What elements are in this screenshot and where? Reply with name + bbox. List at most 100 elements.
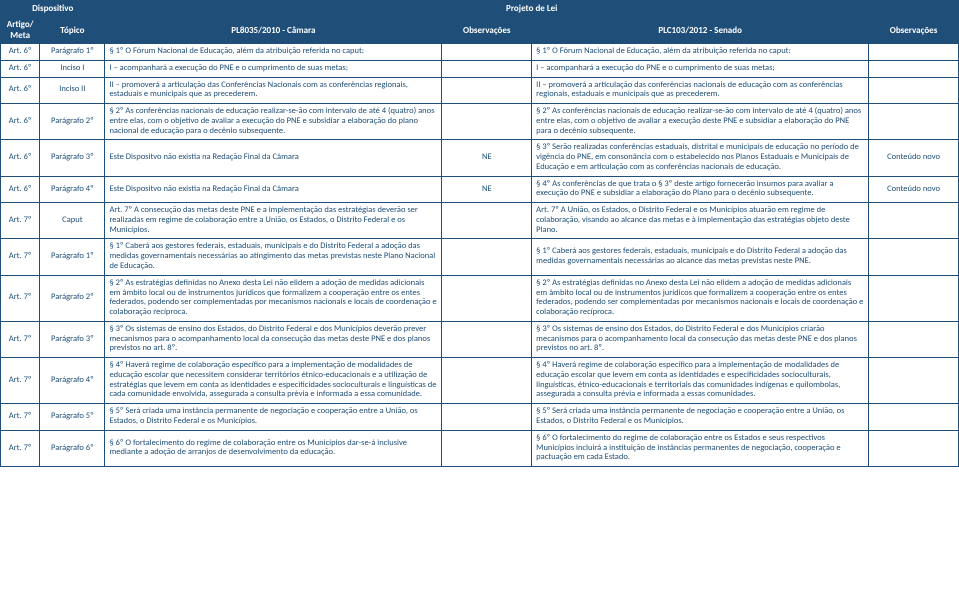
cell: Parágrafo 4º <box>40 358 105 404</box>
cell <box>869 77 959 104</box>
header-obs1: Observações <box>442 17 532 44</box>
header-obs2: Observações <box>869 17 959 44</box>
table-row: Art. 6ºParágrafo 2º§ 2º As conferências … <box>1 104 959 140</box>
table-row: Art. 6ºParágrafo 1º§ 1º O Fórum Nacional… <box>1 44 959 61</box>
cell <box>442 404 532 431</box>
cell: § 4º As conferências de que trata o § 3º… <box>532 176 869 203</box>
cell <box>442 44 532 61</box>
table-row: Art. 6ºParágrafo 3ºEste Dispositvo não e… <box>1 140 959 176</box>
cell <box>869 404 959 431</box>
cell: § 1º Caberá aos gestores federais, estad… <box>532 239 869 275</box>
cell: § 6º O fortalecimento do regime de colab… <box>532 430 869 466</box>
cell: I – acompanhará a execução do PNE e o cu… <box>532 60 869 77</box>
cell <box>442 203 532 239</box>
cell: II – promoverá a articulação das Conferê… <box>105 77 442 104</box>
table-row: Art. 7ºParágrafo 2º§ 2º As estratégias d… <box>1 275 959 321</box>
cell: Parágrafo 6º <box>40 430 105 466</box>
cell <box>442 430 532 466</box>
cell <box>869 275 959 321</box>
cell: Art. 6º <box>1 176 40 203</box>
cell: Art. 7º <box>1 203 40 239</box>
cell: Art. 7º <box>1 275 40 321</box>
cell: Art. 7º <box>1 321 40 357</box>
cell <box>869 321 959 357</box>
legislation-table: Dispositivo Projeto de Lei Artigo/ Meta … <box>0 0 959 467</box>
cell: § 4º Haverá regime de colaboração especí… <box>532 358 869 404</box>
cell: § 2º As estratégias definidas no Anexo d… <box>532 275 869 321</box>
cell: § 1º O Fórum Nacional de Educação, além … <box>105 44 442 61</box>
cell: Este Dispositvo não existia na Redação F… <box>105 176 442 203</box>
table-row: Art. 7ºCaputArt. 7º A consecução das met… <box>1 203 959 239</box>
cell: Conteúdo novo <box>869 140 959 176</box>
cell <box>869 430 959 466</box>
cell: § 2º As conferências nacionais de educaç… <box>532 104 869 140</box>
cell: § 1º O Fórum Nacional de Educação, além … <box>532 44 869 61</box>
cell: Parágrafo 3º <box>40 140 105 176</box>
cell <box>442 239 532 275</box>
cell: § 5º Será criada uma instância permanent… <box>532 404 869 431</box>
header-camara: PL8035/2010 - Câmara <box>105 17 442 44</box>
cell: Art. 7º <box>1 404 40 431</box>
cell: Parágrafo 2º <box>40 104 105 140</box>
header-dispositivo: Dispositivo <box>1 1 105 17</box>
table-row: Art. 7ºParágrafo 5º§ 5º Será criada uma … <box>1 404 959 431</box>
cell <box>442 358 532 404</box>
cell: Conteúdo novo <box>869 176 959 203</box>
cell <box>442 60 532 77</box>
cell: Art. 7º <box>1 430 40 466</box>
cell: NE <box>442 176 532 203</box>
cell: Art. 7º <box>1 358 40 404</box>
cell: Parágrafo 5º <box>40 404 105 431</box>
header-senado: PLC103/2012 - Senado <box>532 17 869 44</box>
cell: Parágrafo 3º <box>40 321 105 357</box>
cell <box>869 239 959 275</box>
cell: § 3º Serão realizadas conferências estad… <box>532 140 869 176</box>
cell: § 6º O fortalecimento do regime de colab… <box>105 430 442 466</box>
cell: NE <box>442 140 532 176</box>
cell: § 2º As conferências nacionais de educaç… <box>105 104 442 140</box>
cell: Art. 6º <box>1 104 40 140</box>
cell: Inciso II <box>40 77 105 104</box>
cell: Parágrafo 1º <box>40 44 105 61</box>
cell: Parágrafo 2º <box>40 275 105 321</box>
cell: Art. 6º <box>1 77 40 104</box>
cell: Art. 6º <box>1 44 40 61</box>
table-row: Art. 7ºParágrafo 1º§ 1º Caberá aos gesto… <box>1 239 959 275</box>
table-row: Art. 6ºInciso II – acompanhará a execuçã… <box>1 60 959 77</box>
cell: § 1º Caberá aos gestores federais, estad… <box>105 239 442 275</box>
cell <box>869 104 959 140</box>
table-row: Art. 7ºParágrafo 4º§ 4º Haverá regime de… <box>1 358 959 404</box>
cell: Art. 6º <box>1 140 40 176</box>
table-row: Art. 6ºParágrafo 4ºEste Dispositvo não e… <box>1 176 959 203</box>
cell: § 5º Será criada uma instância permanent… <box>105 404 442 431</box>
header-projeto: Projeto de Lei <box>105 1 959 17</box>
cell: § 4º Haverá regime de colaboração especí… <box>105 358 442 404</box>
cell <box>869 203 959 239</box>
header-topico: Tópico <box>40 17 105 44</box>
cell: § 3º Os sistemas de ensino dos Estados, … <box>105 321 442 357</box>
cell <box>869 44 959 61</box>
header-artigo-meta: Artigo/ Meta <box>1 17 40 44</box>
table-row: Art. 6ºInciso IIII – promoverá a articul… <box>1 77 959 104</box>
cell: Art. 6º <box>1 60 40 77</box>
cell: Art. 7º A União, os Estados, o Distrito … <box>532 203 869 239</box>
cell <box>442 104 532 140</box>
cell: Art. 7º <box>1 239 40 275</box>
table-row: Art. 7ºParágrafo 6º§ 6º O fortalecimento… <box>1 430 959 466</box>
cell: Art. 7º A consecução das metas deste PNE… <box>105 203 442 239</box>
cell <box>869 60 959 77</box>
cell: II – promoverá a articulação das conferê… <box>532 77 869 104</box>
cell <box>442 77 532 104</box>
cell: Caput <box>40 203 105 239</box>
cell: Este Dispositvo não existia na Redação F… <box>105 140 442 176</box>
cell <box>869 358 959 404</box>
cell <box>442 321 532 357</box>
table-body: Art. 6ºParágrafo 1º§ 1º O Fórum Nacional… <box>1 44 959 467</box>
cell: § 3º Os sistemas de ensino dos Estados, … <box>532 321 869 357</box>
cell: § 2º As estratégias definidas no Anexo d… <box>105 275 442 321</box>
cell <box>442 275 532 321</box>
cell: Parágrafo 4º <box>40 176 105 203</box>
cell: I – acompanhará a execução do PNE e o cu… <box>105 60 442 77</box>
table-row: Art. 7ºParágrafo 3º§ 3º Os sistemas de e… <box>1 321 959 357</box>
cell: Inciso I <box>40 60 105 77</box>
